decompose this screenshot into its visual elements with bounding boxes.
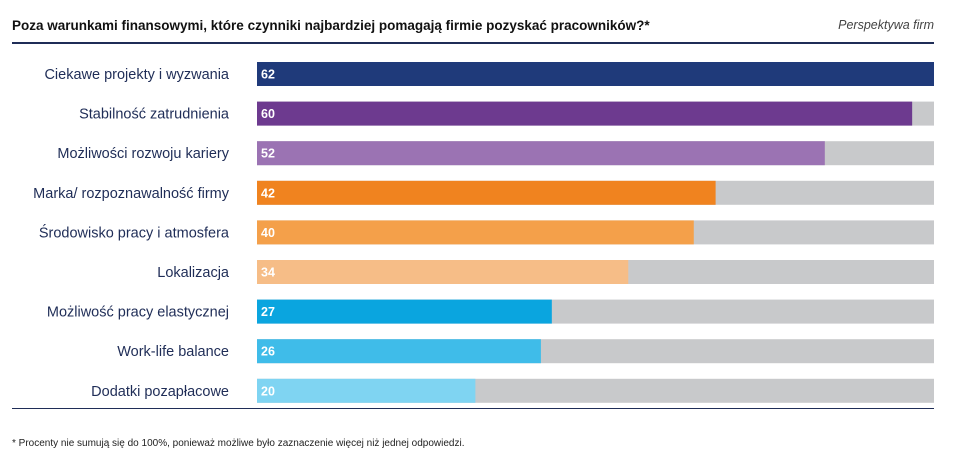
- bar: [257, 220, 694, 245]
- category-label: Możliwość pracy elastycznej: [47, 305, 229, 321]
- category-label: Ciekawe projekty i wyzwania: [44, 67, 229, 83]
- bar: [257, 141, 825, 166]
- bar-value-label: 62: [261, 68, 275, 82]
- category-label: Lokalizacja: [157, 265, 230, 281]
- bottom-divider: [12, 408, 934, 409]
- category-label: Stabilność zatrudnienia: [79, 107, 230, 123]
- bar-value-label: 34: [261, 266, 275, 280]
- bar: [257, 299, 552, 324]
- bar-value-label: 27: [261, 305, 275, 319]
- chart-header: Poza warunkami finansowymi, które czynni…: [12, 12, 934, 42]
- chart-title: Poza warunkami finansowymi, które czynni…: [12, 18, 650, 33]
- bar-value-label: 40: [261, 226, 275, 240]
- bar: [257, 260, 629, 284]
- bar-value-label: 20: [261, 384, 275, 398]
- bar-value-label: 60: [261, 107, 275, 121]
- category-label: Dodatki pozapłacowe: [91, 384, 229, 400]
- bar-value-label: 52: [261, 147, 275, 161]
- bar-value-label: 26: [261, 345, 275, 359]
- bar: [257, 62, 934, 86]
- bar: [257, 339, 541, 364]
- bar: [257, 378, 476, 403]
- bar: [257, 101, 913, 126]
- category-label: Marka/ rozpoznawalność firmy: [33, 186, 230, 202]
- header-divider: [12, 42, 934, 44]
- category-label: Work-life balance: [117, 344, 229, 360]
- bar: [257, 180, 716, 205]
- category-label: Możliwości rozwoju kariery: [57, 146, 229, 162]
- footnote: * Procenty nie sumują się do 100%, ponie…: [12, 438, 465, 449]
- bar-value-label: 42: [261, 186, 275, 200]
- category-label: Środowisko pracy i atmosfera: [39, 223, 230, 241]
- perspective-label: Perspektywa firm: [838, 18, 934, 32]
